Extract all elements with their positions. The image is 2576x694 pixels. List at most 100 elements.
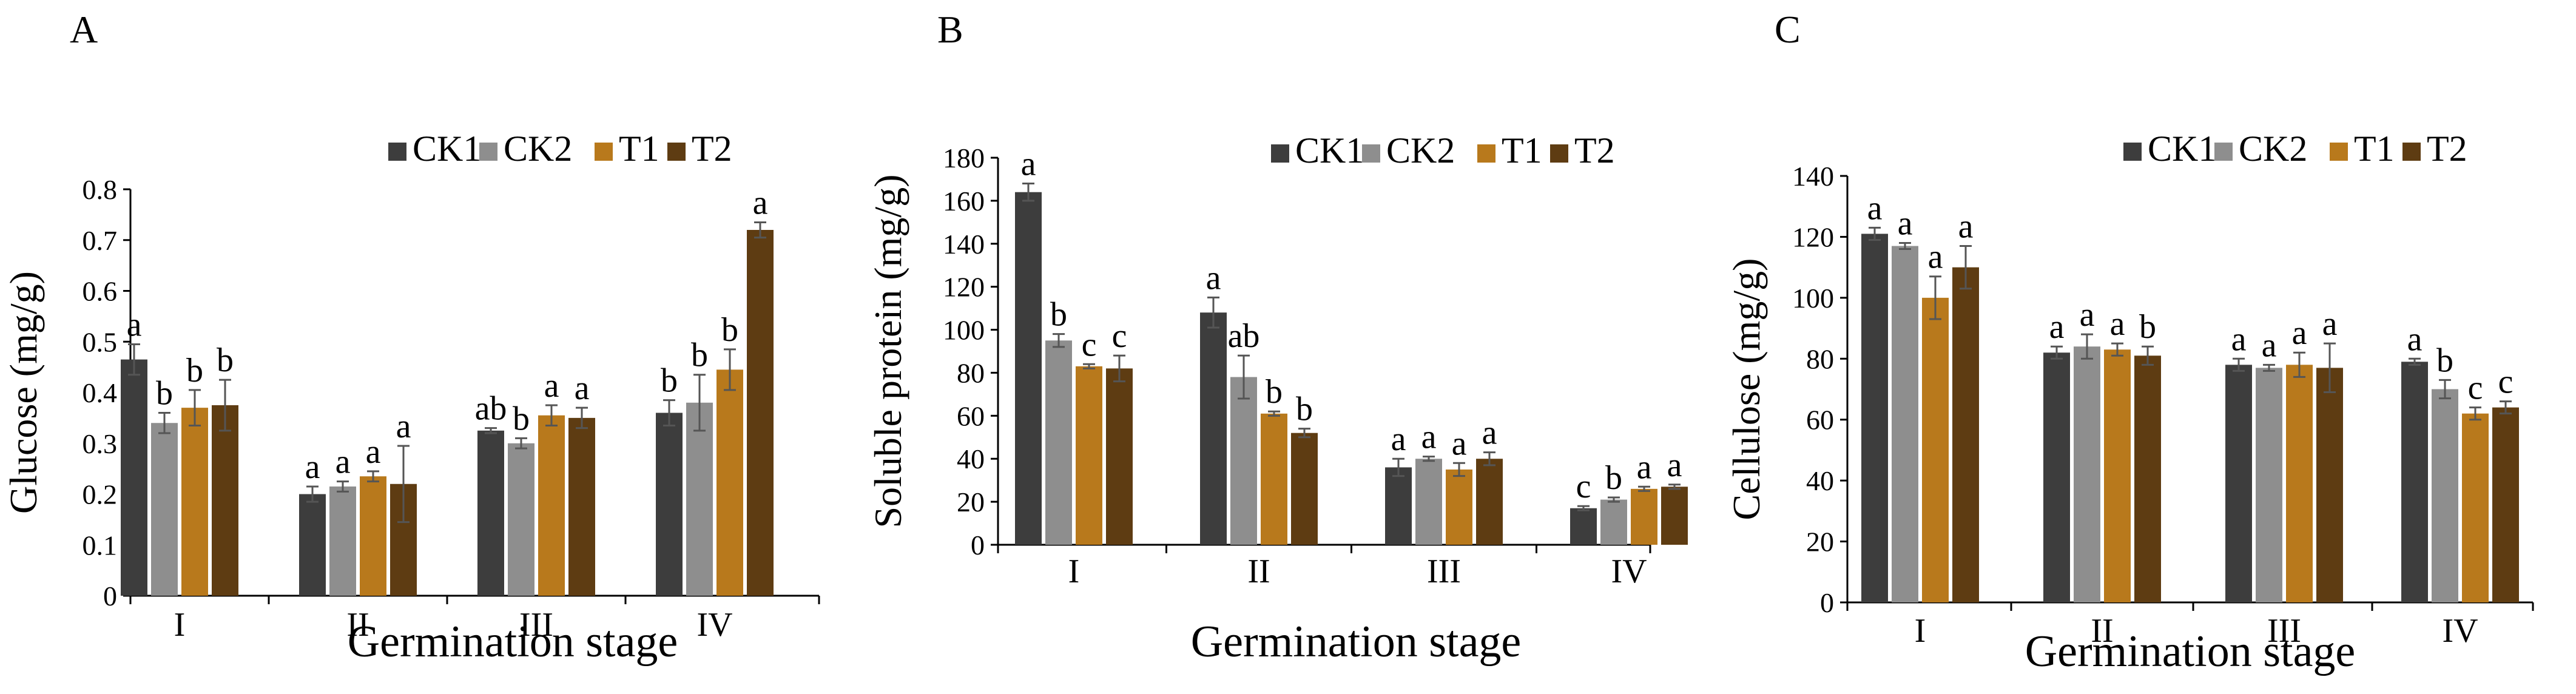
bar-t1-III (1446, 469, 1472, 545)
bar-t1-I (1922, 297, 1949, 602)
y-tick-label: 0.8 (83, 174, 118, 205)
x-category-label: I (1915, 612, 1926, 650)
significance-label: a (2080, 296, 2095, 334)
bar-ck1-IV (2401, 362, 2428, 602)
significance-label: a (1667, 446, 1682, 484)
significance-label: c (2468, 369, 2483, 407)
bar-t1-I (181, 408, 208, 596)
significance-label: a (2292, 314, 2307, 352)
legend-label: T2 (2427, 129, 2467, 169)
significance-label: a (544, 367, 559, 405)
significance-label: b (661, 362, 678, 400)
panel-label: C (1775, 8, 1801, 51)
y-tick-label: 0.3 (83, 428, 118, 459)
y-tick-label: 0.2 (83, 479, 118, 510)
legend-label: T1 (619, 129, 659, 169)
legend-swatch (595, 143, 613, 161)
legend-swatch (2330, 143, 2348, 161)
y-tick-label: 160 (943, 186, 985, 217)
x-axis-title: Germination stage (2025, 627, 2356, 676)
bar-t2-IV (1661, 487, 1688, 545)
bar-t1-IV (2462, 413, 2489, 602)
x-axis-title: Germination stage (1191, 617, 1522, 667)
bar-ck1-IV (1570, 508, 1597, 545)
legend-label: CK1 (2148, 129, 2216, 169)
legend-swatch (2402, 143, 2421, 161)
significance-label: b (186, 352, 203, 389)
y-tick-label: 120 (943, 272, 985, 303)
y-tick-label: 80 (1806, 343, 1834, 374)
significance-label: a (1482, 414, 1497, 452)
y-tick-label: 60 (1806, 405, 1834, 436)
legend-swatch (2123, 143, 2142, 161)
bar-ck2-IV (1600, 499, 1627, 545)
bar-t1-IV (1631, 488, 1657, 545)
y-tick-label: 0.7 (83, 225, 118, 256)
chart-panel-a: A00.10.20.30.40.50.60.70.8I II III IVaaabbb… (2, 8, 820, 667)
significance-label: a (1391, 420, 1406, 458)
legend-label: CK2 (504, 129, 572, 169)
bar-ck1-IV (656, 413, 683, 596)
bar-ck1-II (299, 494, 326, 596)
significance-label: ab (475, 390, 507, 428)
significance-label: a (1452, 425, 1467, 462)
y-tick-label: 100 (943, 315, 985, 346)
bar-ck1-III (477, 430, 504, 596)
significance-label: a (1021, 146, 1036, 183)
y-axis-title: Glucose (mg/g) (2, 271, 45, 514)
significance-label: b (2436, 342, 2453, 379)
x-category-label: IV (2442, 612, 2478, 650)
significance-label: a (2231, 320, 2247, 358)
y-tick-label: 180 (943, 143, 985, 174)
significance-label: a (575, 369, 590, 407)
bar-t2-I (1106, 368, 1133, 545)
x-category-label: I (174, 606, 186, 644)
legend-label: CK2 (1386, 130, 1455, 170)
y-tick-label: 40 (957, 443, 985, 474)
bar-t1-II (360, 476, 386, 596)
x-category-label: IV (1611, 553, 1647, 590)
x-category-label: III (2267, 612, 2301, 650)
x-axis-title: Germination stage (348, 617, 678, 667)
bar-ck2-II (1230, 377, 1257, 545)
legend-swatch (1271, 144, 1289, 163)
significance-label: b (1050, 296, 1067, 334)
significance-label: b (1605, 459, 1622, 497)
bar-t1-II (2104, 349, 2131, 602)
legend-swatch (388, 143, 406, 161)
legend-swatch (1477, 144, 1495, 163)
legend-label: CK1 (413, 129, 481, 169)
significance-label: a (335, 443, 351, 481)
bar-ck2-III (1415, 459, 1442, 545)
bar-ck1-II (1200, 312, 1227, 545)
significance-label: a (2407, 320, 2423, 358)
y-tick-label: 0.1 (83, 530, 118, 561)
legend-label: T1 (2354, 129, 2395, 169)
bar-t2-IV (2492, 407, 2519, 602)
x-category-label: II (2091, 612, 2113, 650)
significance-label: c (1112, 317, 1127, 355)
legend-swatch (667, 143, 686, 161)
y-tick-label: 40 (1806, 465, 1834, 496)
x-category-label: III (519, 606, 553, 644)
legend-label: CK1 (1295, 130, 1364, 170)
significance-label: ab (1228, 317, 1260, 355)
y-tick-label: 20 (1806, 527, 1834, 558)
significance-label: a (1898, 204, 1913, 242)
y-tick-label: 140 (1792, 161, 1834, 192)
significance-label: a (2322, 305, 2338, 343)
significance-label: b (2139, 308, 2156, 346)
significance-label: a (1867, 189, 1883, 227)
x-category-label: I (1068, 553, 1080, 590)
bar-t2-II (1291, 433, 1318, 545)
x-category-label: IV (696, 606, 732, 644)
significance-label: b (156, 375, 173, 413)
legend-swatch (2214, 143, 2233, 161)
legend-swatch (479, 143, 497, 161)
significance-label: a (1206, 259, 1221, 297)
bar-t1-IV (716, 369, 743, 596)
significance-label: b (1296, 391, 1313, 428)
